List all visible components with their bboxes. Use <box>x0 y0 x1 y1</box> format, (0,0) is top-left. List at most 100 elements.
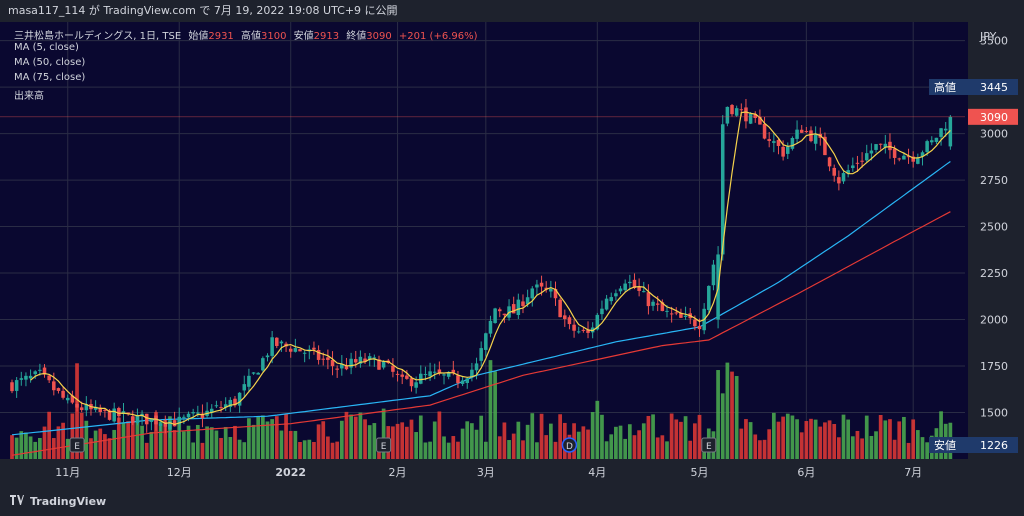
candle-body <box>614 293 618 297</box>
volume-bar <box>758 440 762 459</box>
volume-bar <box>507 440 511 459</box>
candle-body <box>864 153 869 161</box>
candle-body <box>419 373 423 384</box>
volume-bar <box>753 434 758 459</box>
candle-body <box>795 129 799 139</box>
volume-bar <box>855 430 860 459</box>
candle-body <box>251 372 256 374</box>
volume-bar <box>24 432 28 459</box>
candle-body <box>42 367 47 375</box>
candle-body <box>744 107 748 122</box>
volume-bar <box>279 430 284 459</box>
time-tick-label: 6月 <box>797 466 815 479</box>
candle-body <box>149 418 154 422</box>
legend-volume[interactable]: 出来高 <box>14 91 44 102</box>
candle-body <box>177 416 181 425</box>
legend-ma5[interactable]: MA (5, close) <box>14 42 79 53</box>
volume-bar <box>497 436 502 459</box>
volume-bar <box>265 421 270 459</box>
legend-ma50[interactable]: MA (50, close) <box>14 57 86 68</box>
candle-body <box>349 358 353 368</box>
candle-body <box>628 281 632 284</box>
volume-bar <box>182 431 186 459</box>
candle-body <box>906 156 911 158</box>
volume-bar <box>850 436 855 459</box>
price-tick-label: 2750 <box>980 174 1008 187</box>
volume-bar <box>428 441 432 459</box>
volume-bar <box>693 423 697 459</box>
volume-bar <box>251 424 256 459</box>
candle-body <box>734 108 739 116</box>
candle-body <box>776 139 781 146</box>
earnings-marker <box>701 437 717 453</box>
volume-bar <box>130 416 135 459</box>
volume-bar <box>112 429 117 459</box>
volume-bar <box>869 435 874 459</box>
legend-ma75[interactable]: MA (75, close) <box>14 72 86 83</box>
legend-main: 三井松島ホールディングス, 1日, TSE 始値2931 高値3100 安値29… <box>14 27 478 42</box>
volume-bar <box>493 371 497 459</box>
volume-bar <box>874 431 878 459</box>
volume-bar <box>316 424 321 459</box>
volume-bar <box>465 421 470 459</box>
candle-body <box>804 131 809 133</box>
volume-bar <box>200 442 205 459</box>
volume-bar <box>339 420 344 459</box>
volume-bar <box>42 426 47 459</box>
volume-bar <box>451 436 456 459</box>
volume-bar <box>307 439 312 459</box>
volume-bar <box>288 430 293 459</box>
price-chart[interactable]: 350032503000275025002250200017501500JPY1… <box>0 22 1024 488</box>
volume-bar <box>219 437 223 459</box>
volume-bar <box>915 430 920 459</box>
candle-body <box>604 298 609 310</box>
volume-bar <box>395 423 400 459</box>
candle-body <box>502 313 507 316</box>
time-axis-panel <box>0 459 968 488</box>
volume-bar <box>205 426 209 459</box>
candle-body <box>14 380 19 391</box>
candle-body <box>525 297 530 305</box>
candle-body <box>353 359 358 363</box>
chart-area[interactable]: 350032503000275025002250200017501500JPY1… <box>0 22 1024 488</box>
candle-body <box>488 320 493 334</box>
candle-body <box>549 288 553 292</box>
volume-bar <box>595 400 600 459</box>
volume-bar <box>799 432 804 459</box>
volume-bar <box>10 435 14 459</box>
volume-bar <box>864 415 869 459</box>
candle-body <box>497 309 502 312</box>
candle-body <box>693 319 697 327</box>
price-tick-label: 2250 <box>980 267 1008 280</box>
candle-body <box>563 315 567 319</box>
candle-body <box>391 365 395 372</box>
time-tick-label: 4月 <box>588 466 606 479</box>
time-tick-label: 7月 <box>904 466 922 479</box>
candle-body <box>855 162 860 164</box>
candle-body <box>618 288 623 292</box>
candle-body <box>423 374 428 376</box>
ma5-line <box>30 111 951 426</box>
volume-bar <box>897 421 902 459</box>
volume-bar <box>446 442 451 459</box>
candle-body <box>326 357 330 360</box>
volume-bar <box>748 422 753 459</box>
candle-body <box>75 403 79 408</box>
volume-bar <box>651 414 655 459</box>
candle-body <box>451 369 456 373</box>
candle-body <box>168 421 172 430</box>
candle-body <box>669 313 674 315</box>
volume-bar <box>274 416 279 459</box>
volume-bar <box>637 430 641 459</box>
candle-body <box>117 408 121 417</box>
volume-bar <box>460 428 465 459</box>
candle-body <box>191 412 195 414</box>
candle-body <box>56 388 61 391</box>
volume-bar <box>660 435 665 459</box>
volume-bar <box>679 421 683 459</box>
tradingview-logo-icon <box>10 488 24 516</box>
candle-body <box>446 371 451 377</box>
volume-bar <box>89 438 93 459</box>
volume-bar <box>609 434 614 459</box>
volume-bar <box>242 442 247 459</box>
